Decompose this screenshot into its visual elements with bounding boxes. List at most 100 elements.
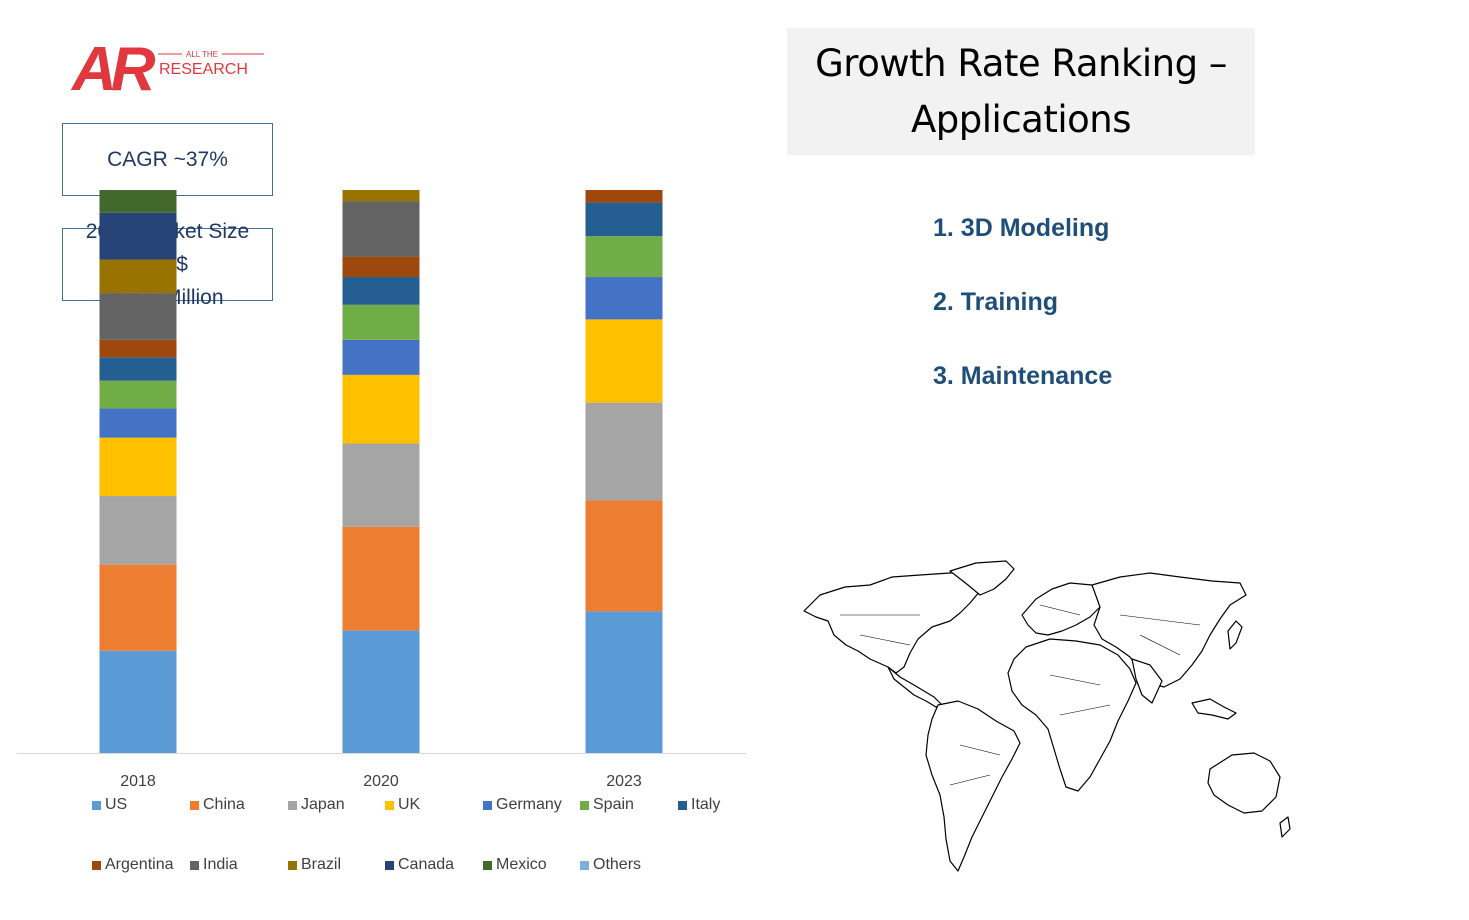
x-tick-label-2018: 2018 xyxy=(120,773,156,790)
legend-swatch xyxy=(92,800,101,810)
logo-tagline: ALL THE xyxy=(186,50,218,59)
legend-label: UK xyxy=(398,796,421,813)
bar-2023-china xyxy=(585,500,663,612)
legend-item-china: China xyxy=(190,796,245,814)
logo-name: RESEARCH xyxy=(159,61,248,78)
legend-item-italy: Italy xyxy=(678,796,720,814)
ranking-title-line2: Applications xyxy=(910,97,1132,141)
x-tick-label-2023: 2023 xyxy=(606,773,642,790)
bar-2018-uk xyxy=(99,437,177,497)
bar-2020-india xyxy=(342,201,420,257)
legend-label: China xyxy=(203,796,245,813)
ranking-title-line1: Growth Rate Ranking – xyxy=(815,41,1227,85)
japan-shape xyxy=(1227,620,1243,650)
legend-item-india: India xyxy=(190,856,238,874)
legend-swatch xyxy=(483,800,492,810)
india-shape xyxy=(1131,658,1163,704)
svg-text:AR: AR xyxy=(70,35,156,102)
legend-label: Canada xyxy=(398,856,455,873)
bar-2020-spain xyxy=(342,304,420,340)
legend-label: Others xyxy=(593,856,642,873)
bar-2018-italy xyxy=(99,357,177,381)
legend-label: Mexico xyxy=(496,856,547,873)
legend-label: Argentina xyxy=(105,856,174,873)
legend-swatch xyxy=(385,860,394,870)
bar-2018-china xyxy=(99,564,177,651)
legend-swatch xyxy=(483,860,492,870)
bar-2020-japan xyxy=(342,443,420,527)
legend-swatch xyxy=(580,860,589,870)
south-america-shape xyxy=(925,700,1021,872)
legend-label: Japan xyxy=(301,796,345,813)
europe-shape xyxy=(1021,582,1107,636)
ranking-title-panel: Growth Rate Ranking – Applications xyxy=(787,28,1255,155)
bar-2023-japan xyxy=(585,402,663,501)
x-tick-label-2020: 2020 xyxy=(363,773,399,790)
all-the-research-logo: AR ALL THE RESEARCH xyxy=(70,35,264,102)
legend-item-spain: Spain xyxy=(580,796,634,814)
bar-2020-italy xyxy=(342,277,420,305)
bar-2018-argentina xyxy=(99,339,177,358)
bar-2018-germany xyxy=(99,408,177,438)
legend-label: Germany xyxy=(496,796,562,813)
bar-2023-spain xyxy=(585,236,663,278)
rank-item-3: 3. Maintenance xyxy=(933,362,1113,390)
legend-item-japan: Japan xyxy=(288,796,345,814)
bar-2020-china xyxy=(342,526,420,631)
bar-2020-uk xyxy=(342,374,420,444)
north-america-shape xyxy=(803,566,1009,674)
rank-item-2: 2. Training xyxy=(933,288,1059,316)
bar-2018-mexico xyxy=(99,190,177,213)
legend-item-uk: UK xyxy=(385,796,420,814)
bar-2020-germany xyxy=(342,339,420,375)
legend-swatch xyxy=(288,860,297,870)
bar-2023-germany xyxy=(585,277,663,320)
legend-item-brazil: Brazil xyxy=(288,856,341,874)
legend-item-canada: Canada xyxy=(385,856,454,874)
bar-2023-us xyxy=(585,611,663,753)
bar-2023-argentina xyxy=(585,190,663,203)
legend-label: Brazil xyxy=(301,856,342,873)
legend-label: US xyxy=(105,796,128,813)
new-zealand-shape xyxy=(1279,816,1291,838)
bar-2020-us xyxy=(342,630,420,753)
central-america-shape xyxy=(887,666,943,708)
legend-item-mexico: Mexico xyxy=(483,856,547,874)
legend-swatch xyxy=(580,800,589,810)
stacked-bar-chart: 2018 2020 2023 xyxy=(17,190,746,790)
bar-2018-india xyxy=(99,293,177,340)
bar-2018-brazil xyxy=(99,259,177,294)
bar-2018-canada xyxy=(99,212,177,260)
rank-item-1: 1. 3D Modeling xyxy=(933,214,1110,242)
southeast-asia-islands-shape xyxy=(1191,698,1237,720)
legend-label: Italy xyxy=(691,796,721,813)
greenland-shape xyxy=(949,560,1015,596)
bar-2020-brazil xyxy=(342,190,420,202)
legend-item-us: US xyxy=(92,796,127,814)
cagr-box: CAGR ~37% xyxy=(62,123,273,196)
africa-shape xyxy=(1007,638,1137,792)
legend-swatch xyxy=(190,860,199,870)
chart-legend: US China Japan UK Germany Spain Italy Argentina… xyxy=(92,796,752,886)
cagr-text: CAGR ~37% xyxy=(107,148,228,171)
ranking-title: Growth Rate Ranking – Applications xyxy=(815,36,1227,148)
world-map-image xyxy=(803,560,1291,872)
bar-2018-us xyxy=(99,650,177,753)
legend-item-others: Others xyxy=(580,856,641,874)
legend-label: India xyxy=(203,856,238,873)
asia-shape xyxy=(1091,572,1247,688)
legend-swatch xyxy=(92,860,101,870)
bar-2023-italy xyxy=(585,202,663,237)
legend-item-argentina: Argentina xyxy=(92,856,174,874)
legend-label: Spain xyxy=(593,796,634,813)
bar-2020-argentina xyxy=(342,256,420,278)
australia-shape xyxy=(1207,752,1281,814)
legend-swatch xyxy=(190,800,199,810)
bar-2023-uk xyxy=(585,319,663,403)
ranking-list: 1. 3D Modeling 2. Training 3. Maintenanc… xyxy=(933,210,1112,432)
bar-2018-spain xyxy=(99,380,177,409)
legend-swatch xyxy=(288,800,297,810)
legend-swatch xyxy=(385,800,394,810)
legend-item-germany: Germany xyxy=(483,796,562,814)
legend-swatch xyxy=(678,800,687,810)
